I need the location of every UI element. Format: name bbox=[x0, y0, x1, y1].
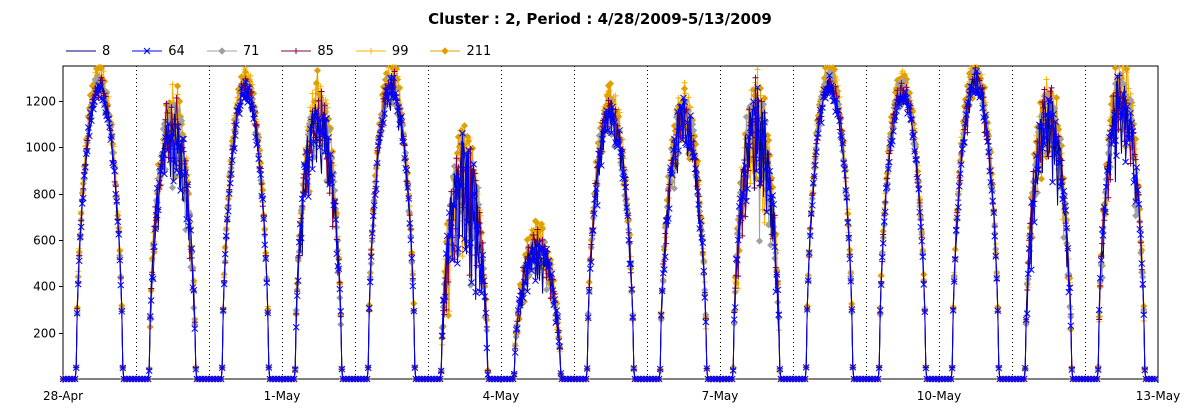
x-tick-label: 4-May bbox=[483, 389, 520, 403]
point bbox=[459, 253, 466, 260]
point bbox=[685, 94, 692, 101]
point bbox=[612, 92, 619, 99]
point bbox=[182, 226, 190, 234]
y-tick-label: 200 bbox=[33, 327, 56, 341]
legend-label: 85 bbox=[317, 43, 334, 59]
point bbox=[312, 79, 321, 87]
point bbox=[1043, 76, 1050, 83]
point bbox=[444, 311, 452, 320]
point bbox=[313, 66, 322, 75]
point bbox=[755, 237, 764, 245]
point bbox=[467, 281, 475, 289]
x-tick-label: 7-May bbox=[702, 389, 739, 403]
point bbox=[1127, 90, 1134, 97]
point bbox=[453, 149, 461, 157]
point bbox=[1058, 142, 1066, 150]
point bbox=[761, 94, 769, 102]
point bbox=[765, 136, 773, 144]
point bbox=[371, 178, 379, 186]
chart-title: Cluster : 2, Period : 4/28/2009-5/13/200… bbox=[428, 10, 772, 28]
plot-frame bbox=[62, 65, 1159, 380]
point bbox=[322, 96, 329, 103]
point bbox=[460, 122, 469, 130]
point bbox=[831, 66, 839, 74]
point bbox=[680, 85, 689, 93]
point bbox=[174, 82, 182, 90]
point bbox=[247, 72, 254, 79]
legend-item-211: 211 bbox=[430, 44, 491, 59]
point bbox=[176, 97, 184, 105]
point bbox=[241, 68, 250, 76]
point bbox=[168, 184, 177, 192]
y-tick-label: 1000 bbox=[25, 141, 56, 155]
legend-swatch bbox=[355, 48, 386, 54]
x-tick-label: 28-Apr bbox=[43, 389, 83, 403]
legend-item-71: 71 bbox=[206, 43, 260, 59]
legend-swatch bbox=[66, 50, 96, 52]
point bbox=[681, 79, 688, 86]
x-tick-label: 1-May bbox=[264, 389, 301, 403]
x-tick-label: 10-May bbox=[917, 389, 961, 403]
y-tick-label: 1200 bbox=[25, 95, 56, 109]
legend-item-85: 85 bbox=[281, 44, 334, 59]
point bbox=[532, 218, 541, 226]
legend-label: 99 bbox=[391, 43, 409, 59]
legend-item-8: 8 bbox=[66, 44, 110, 59]
point bbox=[686, 103, 693, 110]
y-tick-label: 600 bbox=[33, 234, 56, 248]
point bbox=[615, 112, 623, 121]
point bbox=[97, 64, 106, 72]
point bbox=[1053, 94, 1061, 102]
point bbox=[1123, 65, 1131, 73]
legend-swatch bbox=[206, 47, 237, 55]
point bbox=[606, 80, 615, 88]
point bbox=[309, 90, 316, 97]
point bbox=[169, 81, 176, 88]
point bbox=[178, 117, 186, 125]
point bbox=[732, 279, 740, 287]
x-tick-label: 13-May bbox=[1136, 389, 1180, 403]
point bbox=[259, 186, 267, 194]
legend: 8 64 71 85 99 211 bbox=[66, 43, 513, 59]
legend-item-99: 99 bbox=[355, 43, 409, 59]
point bbox=[539, 225, 547, 233]
point bbox=[523, 236, 531, 244]
point bbox=[314, 85, 321, 92]
point bbox=[543, 286, 551, 294]
point bbox=[606, 87, 613, 94]
legend-swatch bbox=[430, 47, 461, 55]
legend-label: 211 bbox=[466, 43, 492, 59]
point bbox=[1055, 125, 1063, 133]
point bbox=[1111, 64, 1119, 72]
legend-label: 64 bbox=[168, 43, 185, 59]
point bbox=[754, 66, 761, 73]
y-tick-label: 400 bbox=[33, 280, 56, 294]
point bbox=[307, 104, 314, 111]
y-tick-label: 800 bbox=[33, 188, 56, 202]
point bbox=[464, 137, 473, 145]
point bbox=[761, 219, 768, 226]
legend-swatch bbox=[281, 48, 312, 54]
legend-label: 71 bbox=[242, 43, 260, 59]
point bbox=[747, 180, 754, 187]
point bbox=[1037, 175, 1045, 183]
point bbox=[675, 95, 682, 102]
point bbox=[1048, 84, 1055, 91]
legend-swatch bbox=[132, 47, 163, 55]
legend-label: 8 bbox=[102, 43, 111, 59]
legend-item-64: 64 bbox=[132, 44, 185, 59]
